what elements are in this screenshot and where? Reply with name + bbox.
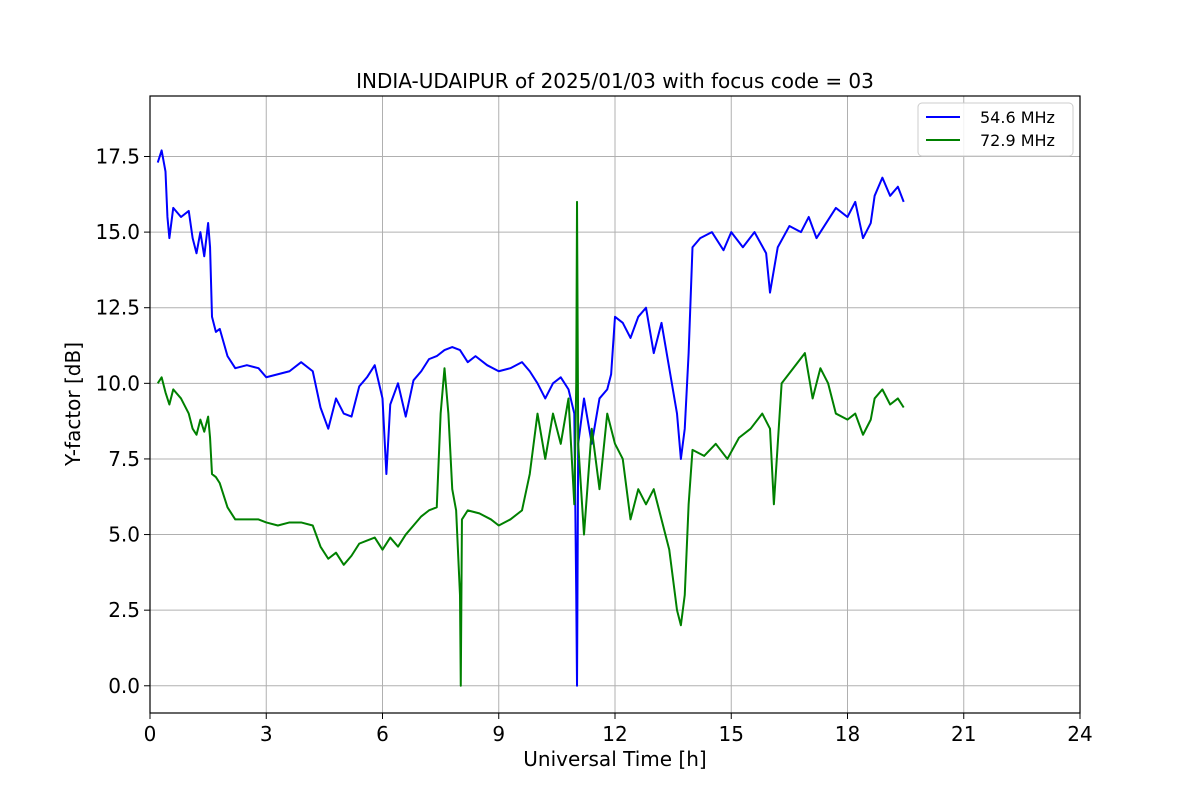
series-line-54-6-mhz — [156, 149, 905, 687]
x-tick-label: 6 — [376, 722, 389, 746]
x-tick-label: 15 — [719, 722, 744, 746]
y-tick-label: 0.0 — [108, 674, 140, 698]
y-tick-label: 12.5 — [95, 296, 140, 320]
x-tick-label: 0 — [144, 722, 157, 746]
y-tick-label: 15.0 — [95, 220, 140, 244]
x-tick-label: 18 — [835, 722, 860, 746]
series-line-72-9-mhz — [156, 200, 905, 687]
legend: 54.6 MHz 72.9 MHz — [917, 102, 1074, 157]
x-tick-label: 12 — [602, 722, 627, 746]
y-axis-ticks: 0.0 2.5 5.0 7.5 10.0 12.5 15.0 17.5 — [95, 144, 150, 698]
series-layer — [156, 149, 905, 687]
y-tick-label: 17.5 — [95, 144, 140, 168]
y-tick-label: 7.5 — [108, 447, 140, 471]
legend-label-54-6-mhz: 54.6 MHz — [980, 108, 1055, 127]
legend-label-72-9-mhz: 72.9 MHz — [980, 131, 1055, 150]
y-tick-label: 5.0 — [108, 523, 140, 547]
chart-title: INDIA-UDAIPUR of 2025/01/03 with focus c… — [356, 69, 874, 93]
x-tick-label: 24 — [1067, 722, 1092, 746]
x-tick-label: 3 — [260, 722, 273, 746]
y-axis-label: Y-factor [dB] — [61, 342, 85, 467]
x-axis-ticks: 0 3 6 9 12 15 18 21 24 — [144, 713, 1093, 746]
x-tick-label: 21 — [951, 722, 976, 746]
y-tick-label: 10.0 — [95, 371, 140, 395]
x-tick-label: 9 — [492, 722, 505, 746]
y-tick-label: 2.5 — [108, 598, 140, 622]
x-axis-label: Universal Time [h] — [523, 747, 706, 771]
